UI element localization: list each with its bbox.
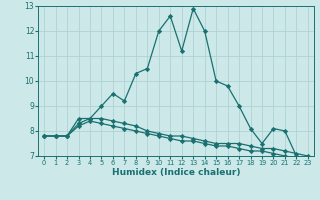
X-axis label: Humidex (Indice chaleur): Humidex (Indice chaleur): [112, 168, 240, 177]
